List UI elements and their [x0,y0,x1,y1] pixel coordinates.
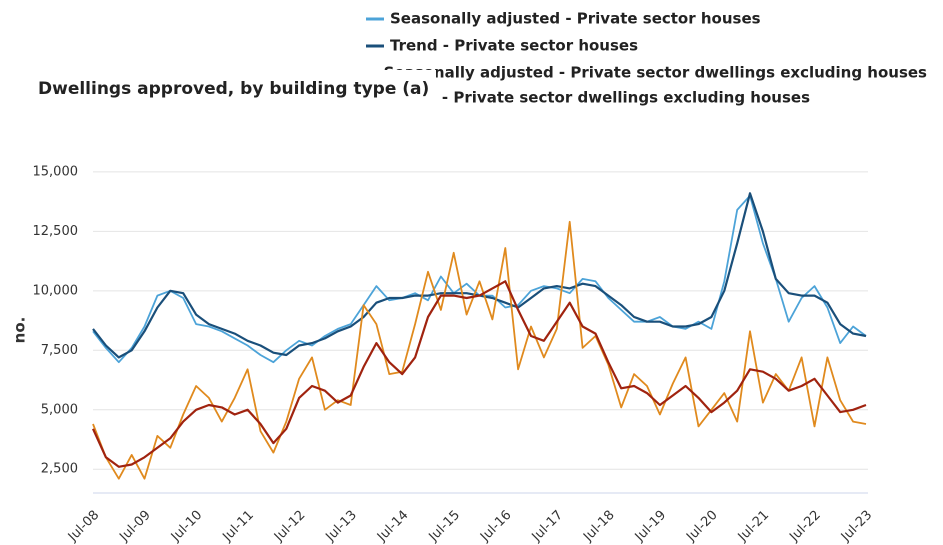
x-tick-label: Jul-11 [219,508,256,545]
legend-label: Trend - Private sector houses [390,37,638,55]
legend-label: Seasonally adjusted - Private sector hou… [390,10,761,28]
series-line [91,280,867,468]
x-tick-label: Jul-18 [580,508,617,545]
x-tick-label: Jul-19 [632,508,669,545]
chart-title: Dwellings approved, by building type (a) [38,79,429,99]
x-tick-label: Jul-20 [683,508,720,545]
y-tick-label: 5,000 [41,402,78,417]
legend-label: Trend - Private sector dwellings excludi… [389,89,810,107]
x-tick-label: Jul-12 [271,508,308,545]
y-axis-label: no. [11,317,29,344]
x-tick-label: Jul-16 [477,508,514,545]
y-tick-label: 2,500 [41,462,78,477]
x-tick-label: Jul-15 [426,508,463,545]
y-tick-label: 10,000 [33,283,79,298]
plot-area: 2,500 5,000 7,500 10,000 12,500 15,000 Jul-08 J… [33,164,876,545]
x-tick-label: Jul-23 [838,508,875,545]
x-tick-label: Jul-17 [529,508,566,545]
title-background [0,70,436,108]
x-tick-label: Jul-10 [168,508,205,545]
series-line [92,220,867,480]
x-tick-label: Jul-22 [786,508,823,545]
y-tick-label: 15,000 [33,164,79,179]
x-tick-label: Jul-09 [116,508,153,545]
legend: Seasonally adjusted - Private sector hou… [366,10,927,107]
x-tick-label: Jul-13 [323,508,360,545]
y-tick-label: 12,500 [33,224,79,239]
y-tick-label: 7,500 [41,343,78,358]
x-tick-label: Jul-14 [374,508,411,545]
legend-label: Seasonally adjusted - Private sector dwe… [384,64,927,82]
x-tick-label: Jul-21 [735,508,772,545]
x-tick-label: Jul-08 [65,508,102,545]
